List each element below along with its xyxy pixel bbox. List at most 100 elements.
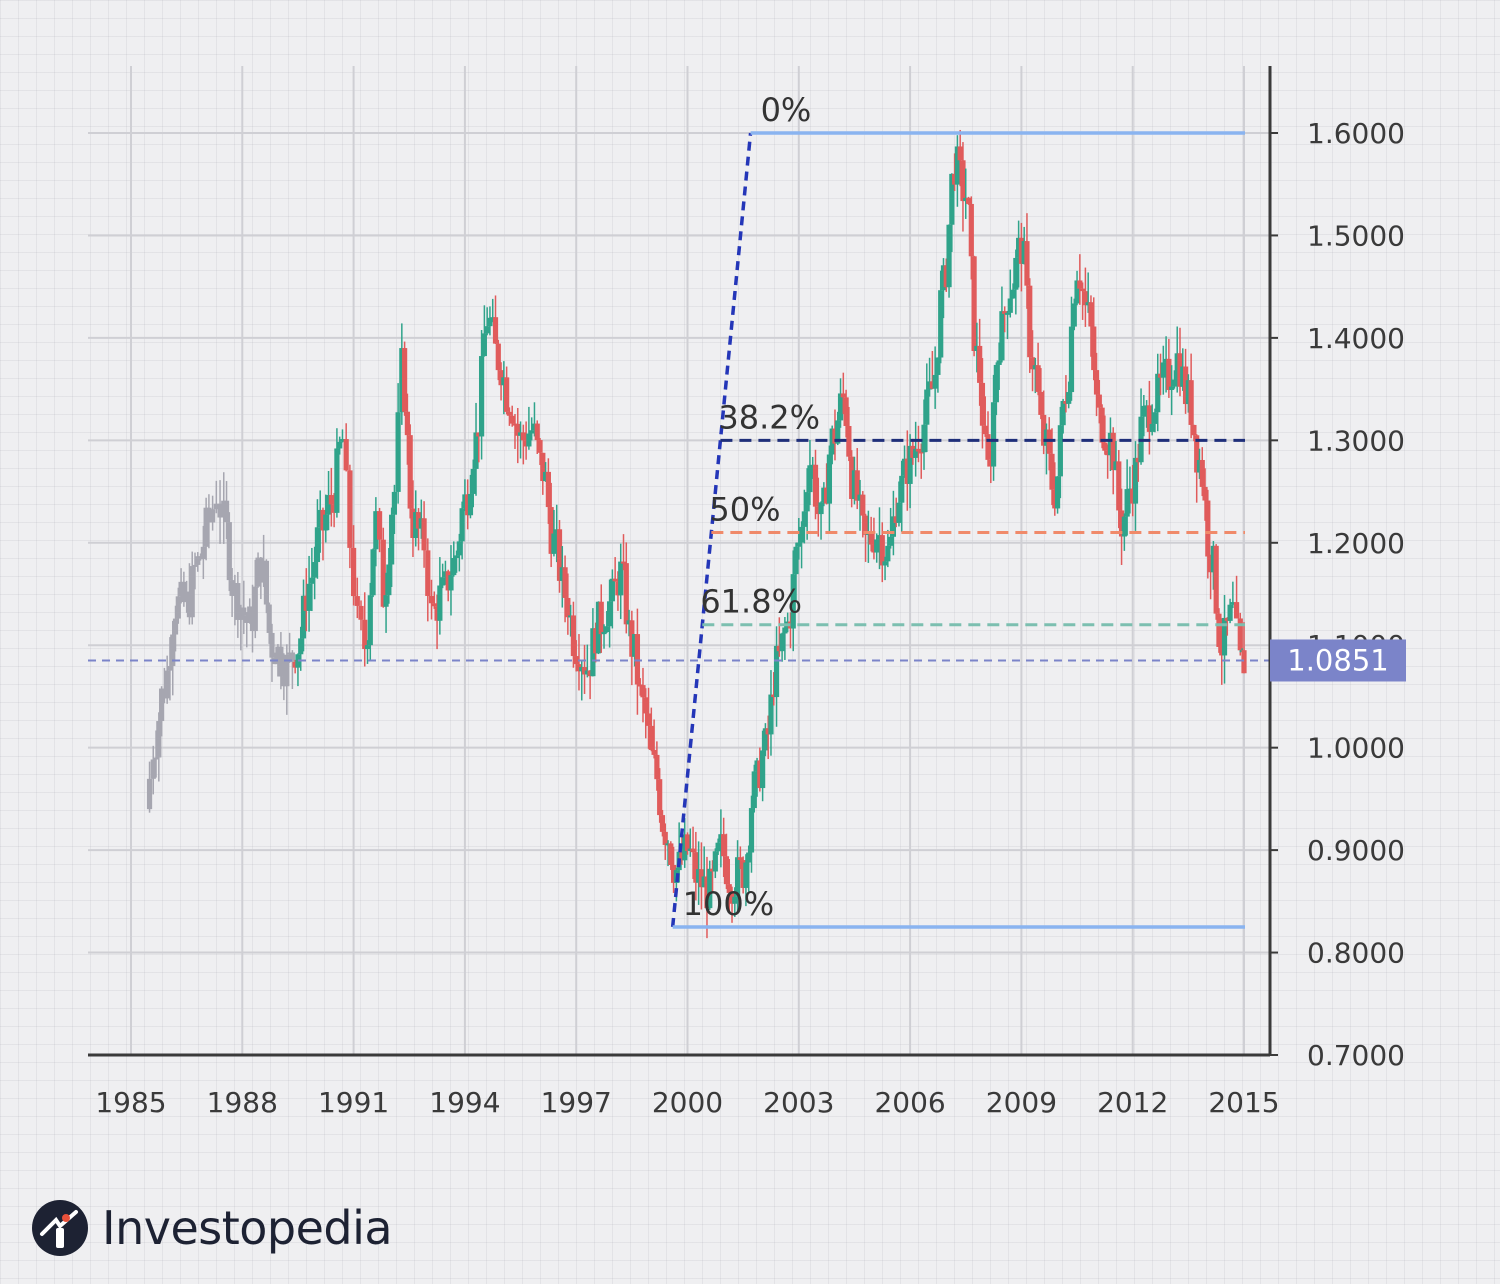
candle-body <box>1157 373 1164 378</box>
candle-body <box>531 423 538 431</box>
candle-body <box>295 654 301 668</box>
candle-body <box>221 500 227 518</box>
candle-body <box>325 495 332 515</box>
candle-body <box>402 348 408 412</box>
candle-body <box>1107 432 1114 456</box>
candle-body <box>556 529 563 581</box>
x-tick-label: 1997 <box>541 1086 612 1119</box>
candle-body <box>821 487 827 503</box>
candle-body <box>718 834 724 843</box>
candle-body <box>1038 391 1044 415</box>
current-price-value: 1.0851 <box>1287 643 1388 677</box>
candle-body <box>648 725 654 750</box>
candle-body <box>1227 604 1233 621</box>
candle-body <box>581 667 588 675</box>
candle-body <box>565 597 571 618</box>
investopedia-logo: Investopedia <box>30 1196 393 1260</box>
candle-body <box>247 606 253 623</box>
candle-body <box>1219 646 1225 656</box>
candle-body <box>459 508 465 542</box>
candle-body <box>1068 326 1075 393</box>
candle-body <box>1049 453 1055 490</box>
candle-body <box>1130 488 1136 504</box>
y-tick-label: 1.2000 <box>1307 527 1405 560</box>
y-tick-label: 0.9000 <box>1307 834 1405 867</box>
candle-body <box>462 494 468 509</box>
candle-body <box>498 370 504 386</box>
candle-body <box>520 432 526 441</box>
candle-body <box>156 721 162 758</box>
candle-body <box>851 470 858 499</box>
candle-body <box>684 834 691 851</box>
candle-body <box>351 547 357 597</box>
candle-body <box>1221 617 1228 656</box>
y-tick-label: 1.0000 <box>1307 732 1405 765</box>
candle-body <box>654 754 660 780</box>
candle-body <box>907 445 913 484</box>
candle-body <box>1082 291 1088 306</box>
candle-body <box>380 539 386 607</box>
candle-body <box>192 564 198 567</box>
candle-body <box>1105 450 1111 456</box>
candle-body <box>1057 425 1063 477</box>
candle-body <box>868 532 874 545</box>
candle-body <box>306 583 312 611</box>
candle-body <box>542 471 549 482</box>
candle-body <box>832 428 838 444</box>
candle-body <box>200 546 206 560</box>
candle-body <box>626 620 632 625</box>
candle-body <box>407 435 413 509</box>
candle-body <box>189 566 195 618</box>
candle-body <box>434 606 440 621</box>
candle-body <box>824 487 830 504</box>
candle-body <box>389 514 395 565</box>
candle-body <box>456 541 462 556</box>
candle-body <box>1007 298 1013 313</box>
candle-body <box>1194 435 1200 473</box>
candle-body <box>206 507 212 523</box>
candle-body <box>910 445 916 458</box>
candle-body <box>1144 405 1150 408</box>
candle-body <box>244 615 250 623</box>
candle-body <box>988 459 994 467</box>
candle-body <box>618 561 624 596</box>
candle-body <box>159 688 165 722</box>
candle-body <box>854 470 860 501</box>
candle-body <box>263 560 270 605</box>
candle-body <box>957 146 963 161</box>
y-tick-label: 1.6000 <box>1307 117 1405 150</box>
candle-body <box>888 536 894 546</box>
candle-body <box>410 508 416 538</box>
x-tick-label: 2015 <box>1208 1086 1279 1119</box>
candle-body <box>255 557 261 587</box>
candle-body <box>1116 461 1122 511</box>
x-tick-label: 2003 <box>763 1086 834 1119</box>
candle-body <box>801 511 807 527</box>
candle-body <box>386 564 392 596</box>
candle-body <box>1177 353 1183 387</box>
candle-body <box>913 448 919 458</box>
candle-body <box>615 581 621 596</box>
candle-body <box>935 357 941 375</box>
candle-body <box>562 567 568 598</box>
candle-body <box>993 364 999 403</box>
candle-body <box>1013 257 1019 290</box>
candle-body <box>314 527 321 563</box>
candle-body <box>1054 476 1061 509</box>
candle-body <box>623 563 629 625</box>
candle-body <box>1118 510 1125 537</box>
candle-body <box>712 851 718 872</box>
candle-body <box>1141 405 1147 417</box>
candle-body <box>526 433 532 447</box>
candle-body <box>1066 392 1072 404</box>
candle-body <box>879 535 885 566</box>
x-tick-label: 2009 <box>986 1086 1057 1119</box>
candle-body <box>748 808 755 853</box>
x-tick-label: 2012 <box>1097 1086 1168 1119</box>
candle-body <box>637 684 643 687</box>
candle-body <box>965 197 972 204</box>
candle-body <box>252 586 258 632</box>
candle-body <box>391 491 398 515</box>
candle-body <box>467 493 474 516</box>
candle-body <box>362 619 368 650</box>
